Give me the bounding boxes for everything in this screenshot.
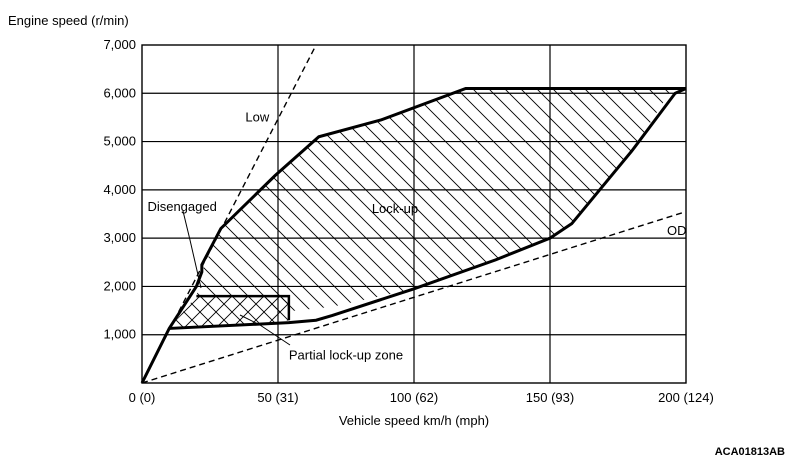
y-tick-label: 5,000 xyxy=(103,134,136,149)
y-tick-label: 3,000 xyxy=(103,230,136,245)
figure-code: ACA01813AB xyxy=(715,446,785,458)
annotation-lock-up: Lock-up xyxy=(372,201,418,216)
annotation-disengaged: Disengaged xyxy=(147,199,216,214)
zones xyxy=(169,88,673,329)
tick-labels: 1,000 2,000 3,000 4,000 5,000 6,000 7,000 0 (0)… xyxy=(103,37,713,405)
y-tick-label: 1,000 xyxy=(103,327,136,342)
y-axis-label: Engine speed (r/min) xyxy=(8,13,129,28)
x-tick-label: 100 (62) xyxy=(390,390,438,405)
annotation-od: OD xyxy=(667,223,687,238)
y-tick-label: 7,000 xyxy=(103,37,136,52)
leader-partial-zone xyxy=(239,314,291,346)
outline-curve xyxy=(140,86,687,384)
region-lock-up xyxy=(196,88,673,313)
leader-disengaged xyxy=(182,210,202,289)
annotation-low: Low xyxy=(245,109,269,124)
y-tick-label: 4,000 xyxy=(103,182,136,197)
annotation-partial-lock-up-zone: Partial lock-up zone xyxy=(289,347,403,362)
x-tick-label: 200 (124) xyxy=(658,390,714,405)
plot-border xyxy=(141,44,687,384)
region-partial-lock-up-zone xyxy=(169,296,289,329)
x-axis-label: Vehicle speed km/h (mph) xyxy=(339,413,489,428)
x-tick-label: 150 (93) xyxy=(526,390,574,405)
zone-outline xyxy=(140,86,687,384)
plot-frame xyxy=(141,44,687,384)
x-tick-label: 0 (0) xyxy=(129,390,156,405)
y-tick-label: 6,000 xyxy=(103,85,136,100)
annotations: Low OD Lock-up Disengaged Partial lock-up zo… xyxy=(147,109,686,362)
series-line-od xyxy=(141,210,687,384)
y-tick-label: 2,000 xyxy=(103,278,136,293)
x-tick-label: 50 (31) xyxy=(257,390,298,405)
partial-zone-border xyxy=(196,294,291,321)
